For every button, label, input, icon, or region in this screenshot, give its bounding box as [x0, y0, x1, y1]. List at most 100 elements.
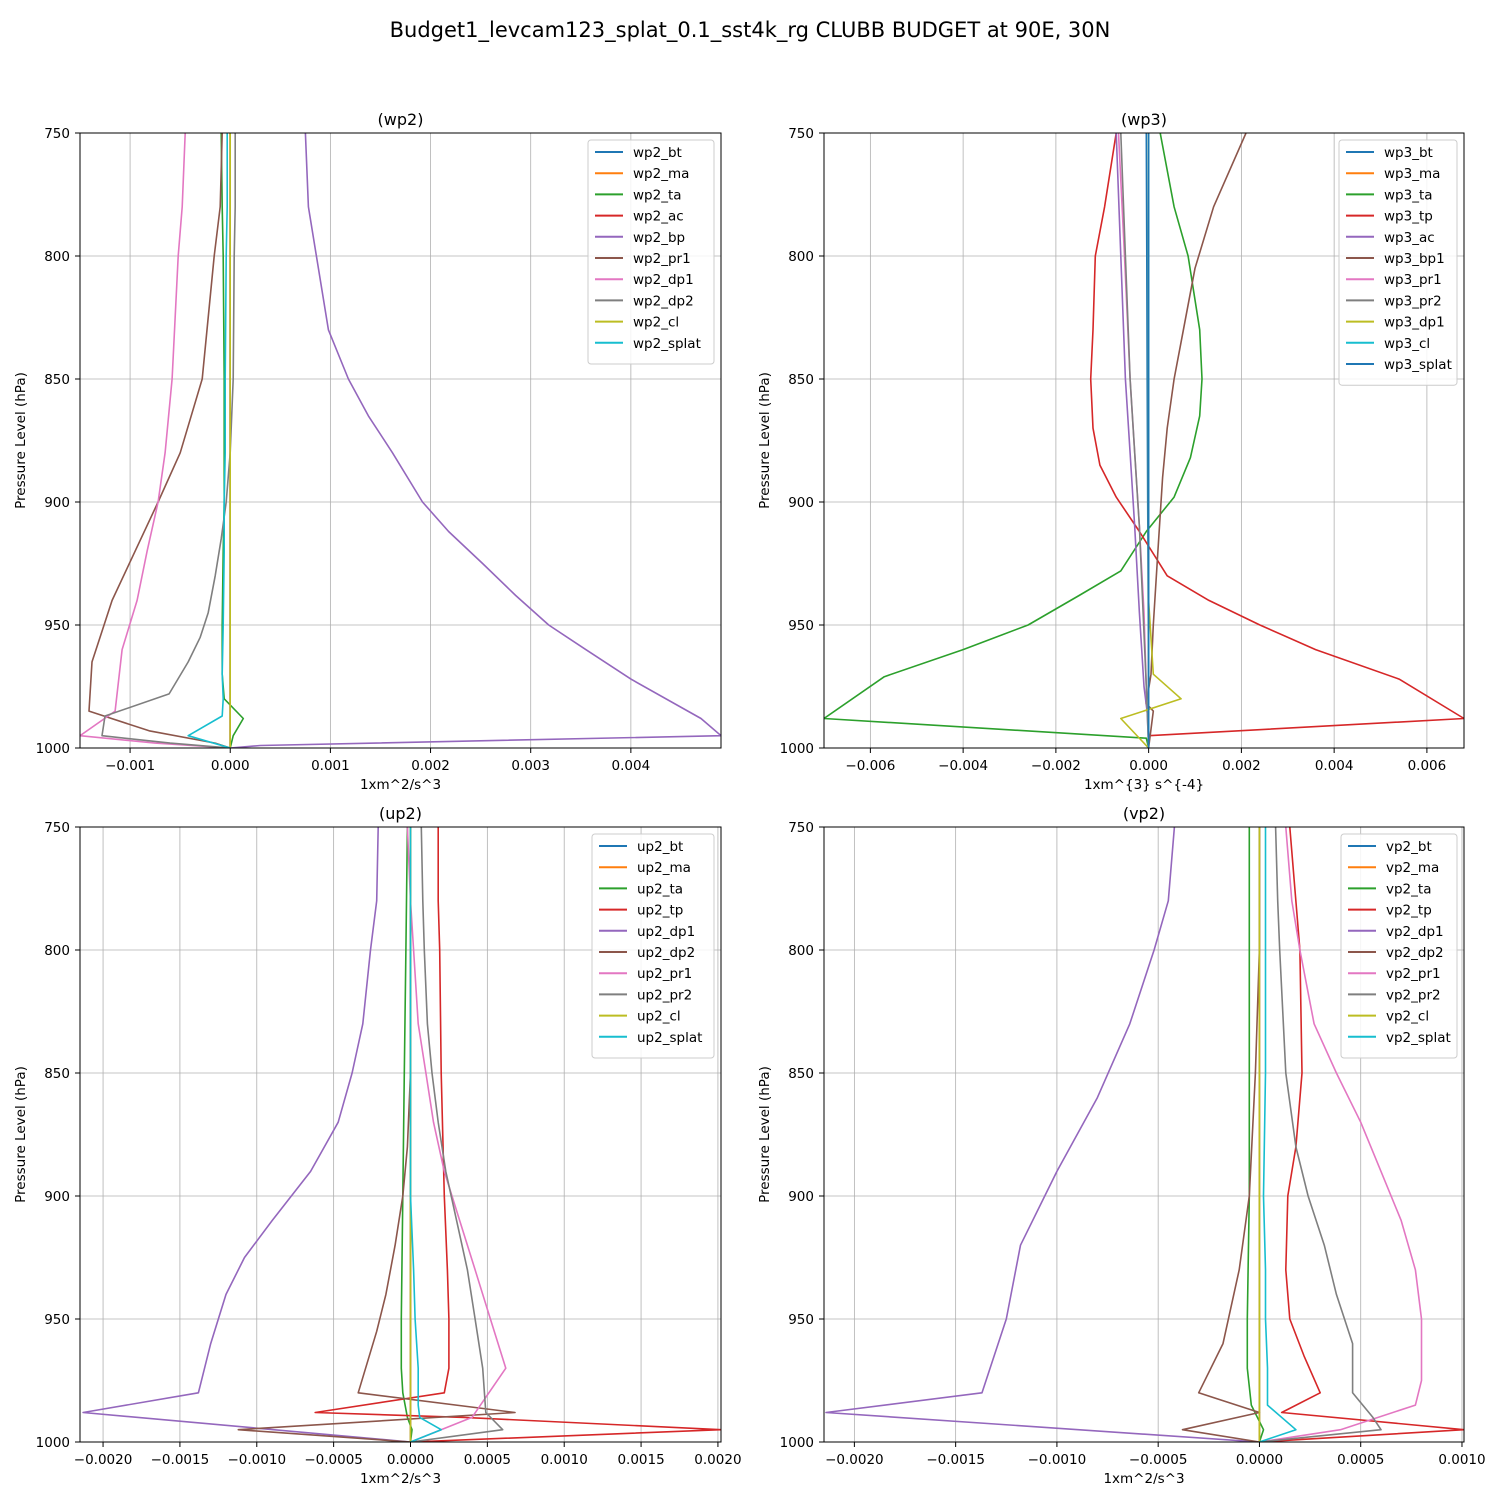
series-line-wp2_bp — [230, 133, 721, 748]
y-tick-label: 900 — [788, 495, 814, 511]
axes-frame — [823, 826, 1465, 1443]
y-tick-label: 1000 — [36, 741, 70, 757]
legend-label: wp3_pr1 — [1384, 272, 1442, 288]
y-tick-label: 800 — [788, 249, 814, 265]
figure-suptitle: Budget1_levcam123_splat_0.1_sst4k_rg CLU… — [390, 18, 1111, 43]
legend-label: wp3_ta — [1384, 187, 1433, 203]
legend-label: vp2_splat — [1386, 1030, 1451, 1046]
legend-label: wp2_ta — [633, 187, 682, 203]
series-line-vp2_splat — [1259, 827, 1297, 1442]
x-tick-label: −0.0010 — [227, 1452, 286, 1468]
chart-title: (wp3) — [1121, 110, 1167, 129]
y-tick-label: 900 — [44, 1189, 70, 1205]
series-lines — [825, 827, 1464, 1442]
legend: wp2_bt wp2_ma wp2_ta wp2_ac wp2_bp wp2_pr1 wp2… — [587, 139, 715, 365]
legend-box — [1340, 833, 1458, 1059]
y-tick-label: 850 — [44, 372, 70, 388]
x-tick-label: −0.0005 — [1129, 1452, 1188, 1468]
legend-label: vp2_tp — [1386, 903, 1432, 919]
legend-label: wp3_ac — [1384, 230, 1435, 246]
y-axis-label: Pressure Level (hPa) — [757, 372, 773, 509]
chart-panel: −0.0020 −0.0015 −0.0010 −0.0005 0.0000 0.0005… — [757, 804, 1486, 1487]
y-tick-label: 800 — [44, 249, 70, 265]
legend-label: wp2_ac — [633, 209, 684, 225]
legend-label: vp2_bt — [1386, 839, 1432, 855]
chart-panel: −0.001 0.000 0.001 0.002 0.003 0.004 750 800 850… — [13, 110, 722, 793]
y-tick-label: 800 — [788, 943, 814, 959]
grid — [80, 826, 721, 1443]
legend-label: wp2_ma — [633, 166, 689, 182]
x-axis-label: 1xm^2/s^3 — [1103, 1471, 1184, 1487]
legend-label: up2_ma — [637, 860, 691, 876]
y-tick-label: 850 — [788, 372, 814, 388]
y-tick-label: 850 — [788, 1066, 814, 1082]
y-axis-label: Pressure Level (hPa) — [13, 372, 29, 509]
legend-label: wp2_dp2 — [633, 293, 694, 309]
legend-label: wp2_cl — [633, 315, 679, 331]
chart-title: (wp2) — [378, 110, 424, 129]
legend-label: wp2_bt — [633, 145, 682, 161]
series-line-up2_pr1 — [406, 827, 507, 1442]
series-line-wp2_dp2 — [101, 133, 236, 748]
legend-label: up2_tp — [637, 903, 683, 919]
series-line-wp2_pr1 — [88, 133, 231, 748]
legend-label: vp2_ta — [1386, 881, 1431, 897]
legend-label: wp3_cl — [1384, 336, 1430, 352]
legend-label: wp3_bp1 — [1384, 251, 1445, 267]
y-tick-label: 800 — [44, 943, 70, 959]
legend: vp2_bt vp2_ma vp2_ta vp2_tp vp2_dp1 vp2_dp2vp… — [1340, 833, 1458, 1059]
y-tick-label: 900 — [44, 495, 70, 511]
legend-label: wp3_pr2 — [1384, 293, 1442, 309]
x-tick-label: 0.000 — [211, 758, 250, 774]
x-tick-label: 0.0015 — [617, 1452, 664, 1468]
x-tick-label: 0.000 — [1129, 758, 1168, 774]
legend-label: wp2_pr1 — [633, 251, 691, 267]
x-tick-label: −0.0020 — [825, 1452, 884, 1468]
y-tick-label: 850 — [44, 1066, 70, 1082]
legend-label: up2_ta — [637, 881, 683, 897]
legend-label: up2_pr1 — [637, 966, 692, 982]
y-tick-label: 950 — [788, 618, 814, 634]
x-tick-label: −0.0015 — [926, 1452, 985, 1468]
series-line-vp2_tp — [1259, 827, 1464, 1442]
x-tick-label: −0.0010 — [1028, 1452, 1087, 1468]
legend-label: vp2_pr2 — [1386, 987, 1441, 1003]
y-tick-label: 1000 — [780, 741, 814, 757]
y-axis-label: Pressure Level (hPa) — [757, 1066, 773, 1203]
x-tick-label: 0.002 — [411, 758, 450, 774]
legend-label: wp3_tp — [1384, 209, 1433, 225]
x-tick-label: −0.0015 — [151, 1452, 210, 1468]
x-tick-label: 0.0000 — [387, 1452, 434, 1468]
legend-label: wp3_dp1 — [1384, 315, 1445, 331]
panels: −0.001 0.000 0.001 0.002 0.003 0.004 750 800 850… — [13, 110, 1486, 1487]
x-tick-label: −0.004 — [938, 758, 988, 774]
series-line-up2_dp1 — [82, 827, 411, 1442]
series-line-wp3_pr2 — [1120, 133, 1150, 748]
x-tick-label: −0.002 — [1031, 758, 1081, 774]
legend-label: up2_dp2 — [637, 945, 695, 961]
y-tick-label: 950 — [788, 1312, 814, 1328]
series-line-vp2_pr1 — [1259, 827, 1423, 1442]
series-lines — [80, 133, 721, 748]
legend-label: up2_splat — [637, 1030, 702, 1046]
legend-label: up2_cl — [637, 1009, 681, 1025]
series-line-vp2_dp1 — [825, 827, 1260, 1442]
y-tick-label: 750 — [788, 126, 814, 142]
chart-panel: −0.0020 −0.0015 −0.0010 −0.0005 0.0000 0.0005… — [13, 804, 742, 1487]
x-tick-label: 0.004 — [612, 758, 651, 774]
y-tick-label: 750 — [44, 126, 70, 142]
series-line-wp2_dp1 — [80, 133, 231, 748]
axes-frame — [79, 826, 722, 1443]
x-tick-label: 0.0005 — [464, 1452, 511, 1468]
x-tick-label: 0.0010 — [1438, 1452, 1485, 1468]
chart-panel: −0.006 −0.004 −0.002 0.000 0.002 0.004 0.006 75… — [757, 110, 1465, 793]
x-axis-label: 1xm^2/s^3 — [360, 1471, 441, 1487]
y-tick-label: 950 — [44, 618, 70, 634]
series-lines — [824, 133, 1464, 748]
legend-label: wp2_bp — [633, 230, 685, 246]
x-tick-label: 0.006 — [1408, 758, 1447, 774]
chart-title: (vp2) — [1123, 804, 1165, 823]
x-tick-label: 0.003 — [511, 758, 550, 774]
legend-box — [591, 833, 715, 1059]
